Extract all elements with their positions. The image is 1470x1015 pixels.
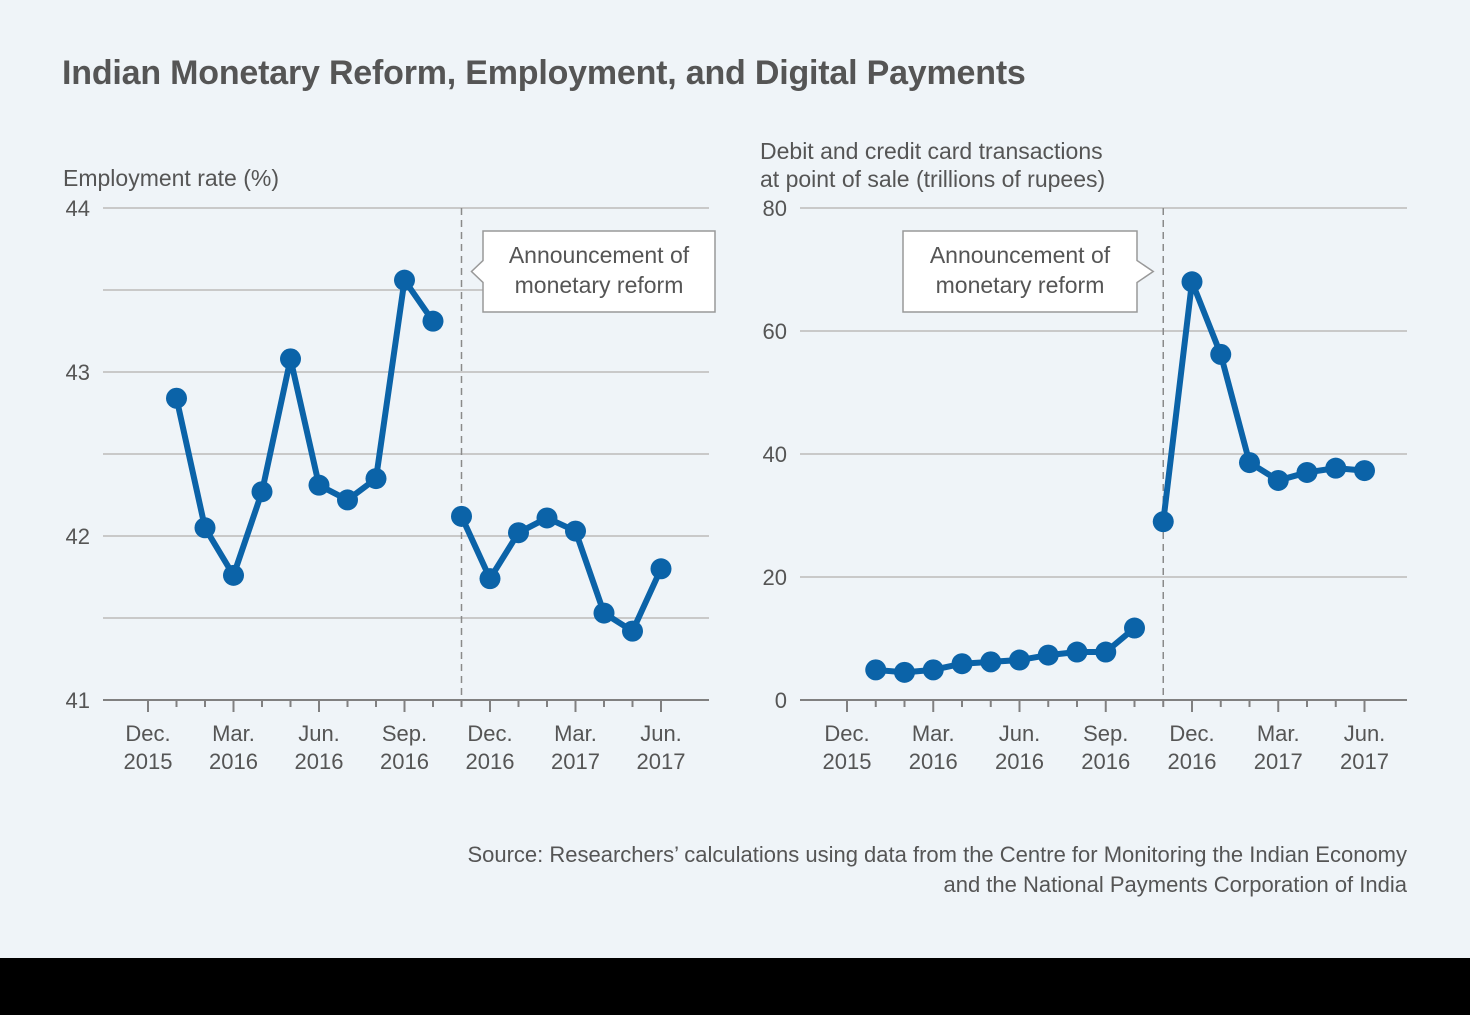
y-tick-label: 44 <box>66 196 90 221</box>
data-point <box>1066 641 1088 663</box>
source-line-1: Source: Researchers’ calculations using … <box>467 842 1407 867</box>
y-tick-label: 60 <box>763 319 787 344</box>
x-tick-label-year: 2016 <box>209 749 258 774</box>
data-point <box>1124 617 1145 639</box>
callout-text-line-2: monetary reform <box>515 272 684 298</box>
x-tick-label-year: 2017 <box>551 749 600 774</box>
x-tick-label-month: Mar. <box>554 721 597 746</box>
x-tick-label-year: 2015 <box>124 749 173 774</box>
data-point <box>308 474 330 496</box>
data-point <box>536 507 558 529</box>
figure-title: Indian Monetary Reform, Employment, and … <box>62 54 1026 92</box>
y-tick-label: 80 <box>763 196 787 221</box>
x-tick-label-month: Sep. <box>1083 721 1128 746</box>
data-point <box>650 558 672 580</box>
x-tick-label-year: 2017 <box>637 749 686 774</box>
x-tick-label-month: Sep. <box>382 721 427 746</box>
y-axis-title-line-1: Debit and credit card transactions <box>760 138 1103 164</box>
x-tick-label-year: 2016 <box>466 749 515 774</box>
charts-svg: Employment rate (%) 41 42 43 44 Dec. 2015 Mar. 2… <box>63 138 1407 774</box>
x-tick-label-year: 2016 <box>380 749 429 774</box>
data-point <box>223 564 244 586</box>
data-point <box>422 310 444 332</box>
x-tick-label-month: Jun. <box>999 721 1041 746</box>
y-axis-title-line-2: at point of sale (trillions of rupees) <box>760 166 1105 192</box>
x-tick-label-year: 2016 <box>995 749 1044 774</box>
x-tick-label-month: Dec. <box>1169 721 1214 746</box>
source-line-2: and the National Payments Corporation of… <box>943 872 1407 897</box>
x-tick-label-month: Mar. <box>212 721 255 746</box>
data-point <box>1095 641 1117 663</box>
x-tick-label-month: Mar. <box>1257 721 1300 746</box>
x-tick-label-year: 2016 <box>1168 749 1217 774</box>
x-tick-label-year: 2015 <box>823 749 872 774</box>
x-tick-label-year: 2016 <box>909 749 958 774</box>
x-tick-label-month: Mar. <box>912 721 955 746</box>
data-point <box>951 653 973 675</box>
chart-1: Employment rate (%) 41 42 43 44 Dec. 2015 Mar. 2… <box>63 165 716 774</box>
data-point <box>980 651 1002 673</box>
callout-text-line-1: Announcement of <box>509 242 690 268</box>
data-point <box>1152 511 1174 533</box>
y-tick-label: 20 <box>763 565 787 590</box>
x-tick-label-month: Jun. <box>640 721 682 746</box>
y-axis-title: Employment rate (%) <box>63 165 279 191</box>
x-tick-label-month: Jun. <box>1344 721 1386 746</box>
data-point <box>451 505 472 527</box>
data-point <box>1267 469 1289 491</box>
callout-box <box>902 230 1155 313</box>
data-point <box>622 620 643 642</box>
figure-canvas: Indian Monetary Reform, Employment, and … <box>0 0 1470 958</box>
data-point <box>1239 452 1260 474</box>
x-tick-label-year: 2016 <box>1081 749 1130 774</box>
callout-box <box>470 230 716 313</box>
series-line-segment-2 <box>1160 278 1368 525</box>
data-point <box>865 659 887 681</box>
y-tick-label: 0 <box>775 688 787 713</box>
data-point <box>1181 271 1203 293</box>
data-point <box>479 568 501 590</box>
data-point <box>394 269 415 291</box>
x-tick-label-year: 2017 <box>1254 749 1303 774</box>
data-point <box>508 522 529 544</box>
data-point <box>1037 644 1059 666</box>
data-point <box>280 348 301 370</box>
series-line-segment-1 <box>872 625 1138 676</box>
x-tick-label-month: Dec. <box>467 721 512 746</box>
data-point <box>1210 343 1232 365</box>
data-point <box>894 661 915 683</box>
callout-text-line-1: Announcement of <box>930 242 1111 268</box>
y-tick-label: 43 <box>66 360 90 385</box>
data-point <box>194 517 216 539</box>
data-point <box>365 468 387 490</box>
data-point <box>565 520 586 542</box>
source-note: Source: Researchers’ calculations using … <box>467 840 1407 900</box>
data-point <box>1296 461 1318 483</box>
data-point <box>1325 457 1347 479</box>
y-tick-label: 40 <box>763 442 787 467</box>
callout-text-line-2: monetary reform <box>936 272 1105 298</box>
y-tick-label: 42 <box>66 524 90 549</box>
bottom-band <box>0 958 1470 1015</box>
x-tick-label-month: Jun. <box>298 721 340 746</box>
x-tick-label-month: Dec. <box>125 721 170 746</box>
data-point <box>166 387 187 409</box>
data-point <box>1354 460 1375 482</box>
data-point <box>1009 649 1030 671</box>
x-tick-label-month: Dec. <box>824 721 869 746</box>
x-tick-label-year: 2016 <box>295 749 344 774</box>
data-point <box>251 481 273 503</box>
y-tick-label: 41 <box>66 688 90 713</box>
data-point <box>593 602 615 624</box>
data-point <box>922 659 944 681</box>
x-tick-label-year: 2017 <box>1340 749 1389 774</box>
data-point <box>337 489 358 511</box>
series-line-segment-1 <box>173 277 436 579</box>
